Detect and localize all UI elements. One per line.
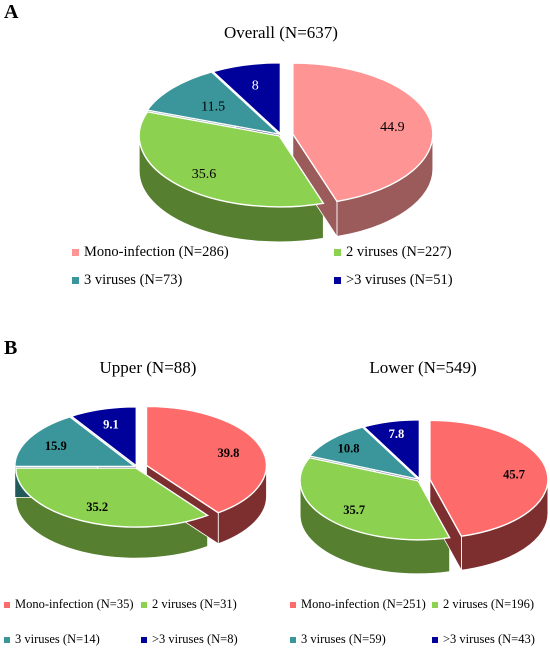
legend-label-3-viruses-n-51: >3 viruses (N=51) bbox=[346, 272, 453, 288]
pie-slice-mono-infection-n-251 bbox=[429, 419, 549, 537]
legend-label-mono-infection-n-251: Mono-infection (N=251) bbox=[301, 597, 426, 611]
legend-label-2-viruses-n-196: 2 viruses (N=196) bbox=[443, 597, 534, 611]
data-label-mono-infection-n-251: 45.7 bbox=[503, 468, 525, 482]
legend-label-3-viruses-n-14: 3 viruses (N=14) bbox=[15, 632, 100, 646]
legend-swatch-3-viruses-n-8 bbox=[141, 637, 147, 643]
panel-letter-a: A bbox=[4, 1, 19, 23]
pie-slice-3-viruses-n-51 bbox=[211, 62, 282, 136]
legend-swatch-3-viruses-n-51 bbox=[334, 277, 341, 284]
pie-upper: 39.8 35.2 15.9 9.1 bbox=[14, 405, 268, 559]
chart-title-lower: Lower (N=549) bbox=[369, 358, 476, 377]
legend-swatch-mono-infection-n-35 bbox=[4, 602, 10, 608]
legend-label-2-viruses-n-227: 2 viruses (N=227) bbox=[346, 244, 452, 260]
chart-title-overall: Overall (N=637) bbox=[224, 23, 338, 42]
legend-label-3-viruses-n-73: 3 viruses (N=73) bbox=[84, 272, 183, 288]
data-label-2-viruses-n-227: 35.6 bbox=[192, 167, 217, 182]
legend-swatch-3-viruses-n-59 bbox=[290, 637, 296, 643]
legend-swatch-mono-infection-n-286 bbox=[72, 249, 79, 256]
data-label-2-viruses-n-196: 35.7 bbox=[343, 503, 365, 517]
data-label-3-viruses-n-73: 11.5 bbox=[201, 100, 225, 115]
pie-slice-3-viruses-n-8 bbox=[69, 406, 137, 468]
pie-slice-3-viruses-n-14 bbox=[14, 416, 137, 468]
data-label-3-viruses-n-14: 15.9 bbox=[45, 439, 67, 453]
legend-label-3-viruses-n-8: >3 viruses (N=8) bbox=[152, 632, 238, 646]
pie-slice-3-viruses-n-59 bbox=[308, 426, 421, 481]
legend-swatch-3-viruses-n-43 bbox=[432, 637, 438, 643]
pie-overall: 44.9 35.6 11.5 8 bbox=[138, 62, 434, 243]
legend-upper: Mono-infection (N=35) 2 viruses (N=31) 3 v… bbox=[4, 597, 238, 646]
legend-overall: Mono-infection (N=286) 2 viruses (N=227) 3… bbox=[72, 244, 453, 288]
legend-swatch-2-viruses-n-196 bbox=[432, 602, 438, 608]
data-label-mono-infection-n-35: 39.8 bbox=[218, 446, 240, 460]
pie-slice-2-viruses-n-227 bbox=[138, 111, 325, 208]
legend-swatch-2-viruses-n-227 bbox=[334, 249, 341, 256]
legend-swatch-2-viruses-n-31 bbox=[141, 602, 147, 608]
data-label-3-viruses-n-59: 10.8 bbox=[338, 441, 360, 455]
legend-label-3-viruses-n-59: 3 viruses (N=59) bbox=[301, 632, 386, 646]
pie-slice-mono-infection-n-286 bbox=[292, 62, 434, 203]
legend-label-mono-infection-n-35: Mono-infection (N=35) bbox=[15, 597, 133, 611]
data-label-3-viruses-n-8: 9.1 bbox=[103, 417, 119, 431]
legend-lower: Mono-infection (N=251) 2 viruses (N=196) 3… bbox=[290, 597, 535, 646]
panel-letter-b: B bbox=[4, 337, 17, 359]
pie-slice-3-viruses-n-73 bbox=[146, 71, 282, 136]
data-label-3-viruses-n-43: 7.8 bbox=[389, 427, 405, 441]
legend-swatch-3-viruses-n-73 bbox=[72, 277, 79, 284]
pie-slice-3-viruses-n-43 bbox=[362, 419, 421, 481]
data-label-2-viruses-n-31: 35.2 bbox=[86, 500, 108, 514]
pie-lower: 45.7 35.7 10.8 7.8 bbox=[299, 419, 549, 575]
legend-label-3-viruses-n-43: >3 viruses (N=43) bbox=[443, 632, 535, 646]
legend-label-mono-infection-n-286: Mono-infection (N=286) bbox=[84, 244, 229, 260]
pie-slice-2-viruses-n-31 bbox=[15, 467, 210, 528]
legend-swatch-mono-infection-n-251 bbox=[290, 602, 296, 608]
legend-swatch-3-viruses-n-14 bbox=[4, 637, 10, 643]
data-label-mono-infection-n-286: 44.9 bbox=[380, 120, 405, 135]
chart-title-upper: Upper (N=88) bbox=[100, 358, 197, 377]
pie-slice-mono-infection-n-35 bbox=[145, 405, 268, 514]
pie-slice-2-viruses-n-196 bbox=[299, 456, 451, 541]
legend-label-2-viruses-n-31: 2 viruses (N=31) bbox=[152, 597, 237, 611]
data-label-3-viruses-n-51: 8 bbox=[252, 78, 259, 93]
